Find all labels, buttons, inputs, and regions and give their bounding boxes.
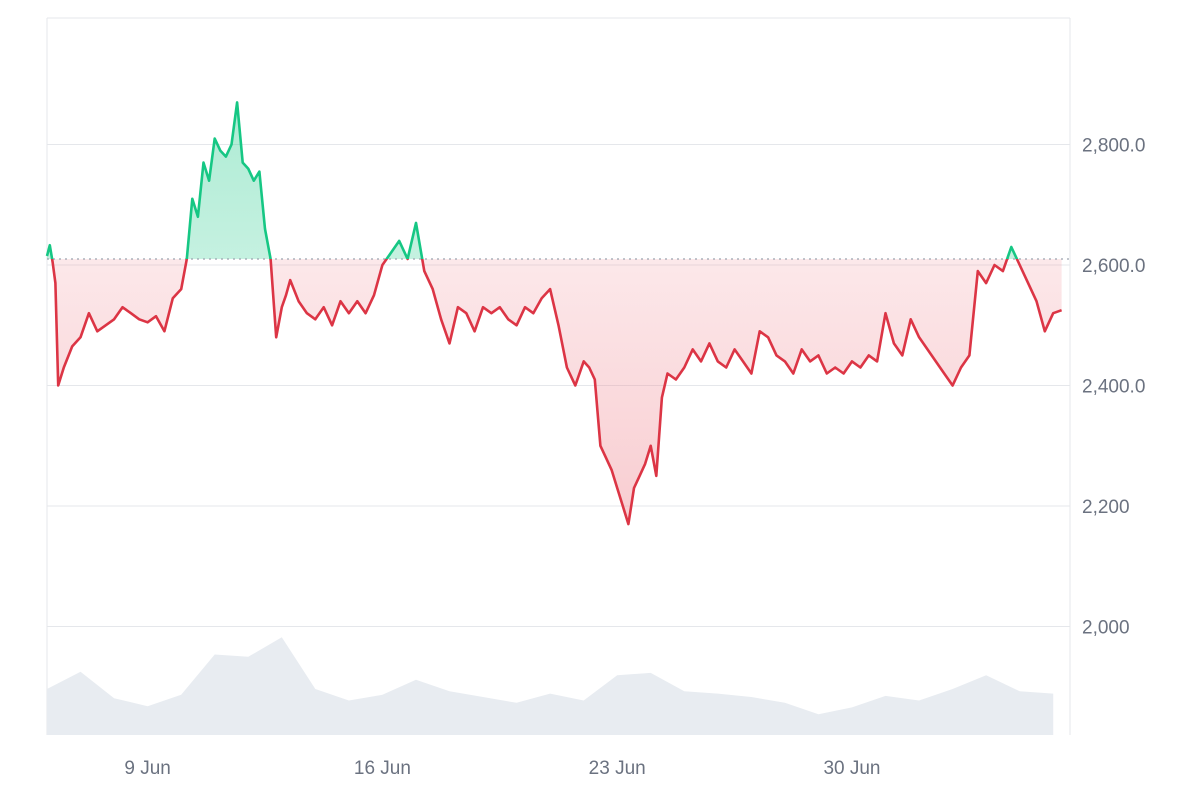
x-tick-label: 9 Jun bbox=[124, 758, 170, 779]
y-tick-label: 2,200 bbox=[1082, 497, 1130, 518]
price-line-down bbox=[50, 259, 1063, 526]
volume-area bbox=[47, 637, 1054, 735]
y-axis-ticks: 2,000 2,200 2,400.0 2,600.0 2,800.0 bbox=[1082, 136, 1145, 639]
y-tick-label: 2,800.0 bbox=[1082, 136, 1145, 157]
y-tick-label: 2,600.0 bbox=[1082, 256, 1145, 277]
x-tick-label: 16 Jun bbox=[354, 758, 411, 779]
fill-below-baseline bbox=[52, 259, 1062, 525]
x-axis-ticks: 9 Jun 16 Jun 23 Jun 30 Jun bbox=[124, 758, 880, 779]
y-tick-label: 2,400.0 bbox=[1082, 377, 1145, 398]
price-line-up bbox=[45, 101, 1019, 260]
x-tick-label: 23 Jun bbox=[589, 758, 646, 779]
price-line bbox=[45, 101, 1063, 526]
y-tick-label: 2,000 bbox=[1082, 618, 1130, 639]
x-tick-label: 30 Jun bbox=[823, 758, 880, 779]
plot-frame bbox=[46, 17, 1071, 735]
volume-area-shape bbox=[47, 637, 1054, 735]
price-fill bbox=[47, 102, 1062, 525]
fill-above-baseline bbox=[47, 102, 1062, 260]
